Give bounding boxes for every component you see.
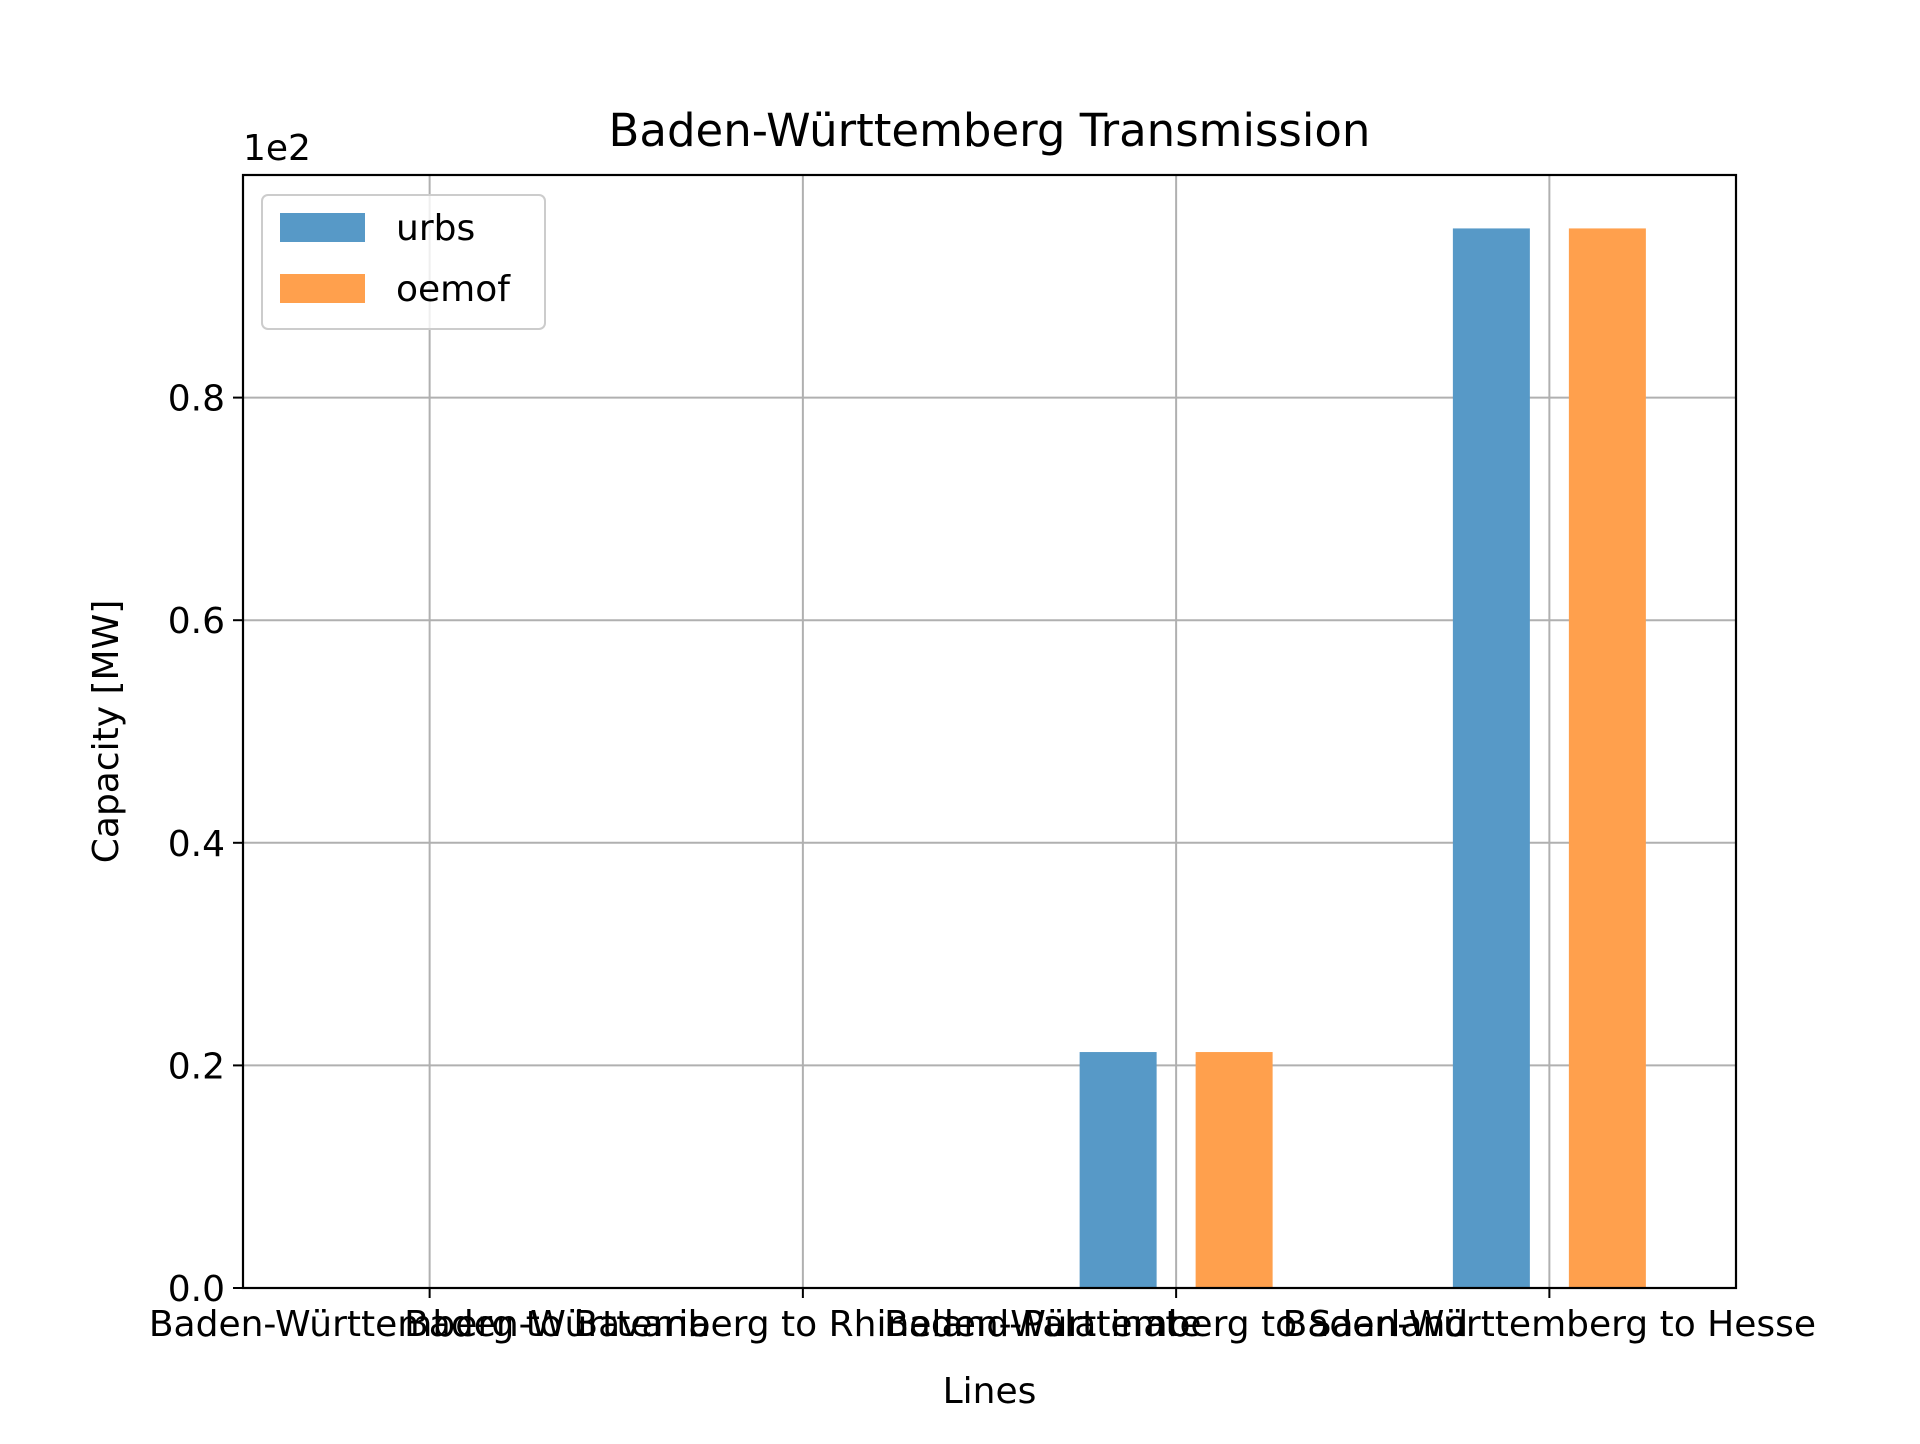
y-tick-label: 0.8 bbox=[168, 379, 225, 420]
legend-swatch-urbs bbox=[280, 213, 365, 242]
chart-title: Baden-Württemberg Transmission bbox=[609, 104, 1371, 157]
y-tick-label: 0.0 bbox=[168, 1269, 225, 1310]
y-tick-label: 0.6 bbox=[168, 601, 225, 642]
legend-label-oemof: oemof bbox=[396, 269, 511, 310]
bar-oemof-3 bbox=[1195, 1052, 1273, 1288]
axis-ticks bbox=[233, 396, 1551, 1298]
legend-swatch-oemof bbox=[280, 274, 365, 303]
bar-urbs-3 bbox=[1079, 1052, 1157, 1288]
legend: urbs oemof bbox=[261, 194, 546, 330]
y-axis-offset-text: 1e2 bbox=[243, 128, 311, 169]
bar-urbs-4 bbox=[1452, 228, 1530, 1289]
y-axis-label: Capacity [MW] bbox=[86, 600, 127, 864]
y-tick-label: 0.2 bbox=[168, 1046, 225, 1087]
y-tick-label: 0.4 bbox=[168, 824, 225, 865]
x-tick-label: Baden-Württemberg to Hesse bbox=[1283, 1304, 1816, 1345]
x-tick-label: Baden-Württemberg to Bavaria bbox=[149, 1304, 711, 1345]
bar-oemof-4 bbox=[1568, 228, 1646, 1289]
plot-frame bbox=[241, 173, 1738, 1290]
x-tick-labels: Baden-Württemberg to BavariaBaden-Württe… bbox=[149, 1304, 1816, 1345]
x-tick-label: Baden-Württemberg to Saarland bbox=[884, 1304, 1468, 1345]
x-axis-label: Lines bbox=[943, 1371, 1037, 1412]
legend-label-urbs: urbs bbox=[396, 208, 475, 249]
y-tick-labels: 0.0 0.2 0.4 0.6 0.8 bbox=[168, 379, 225, 1310]
bars bbox=[1079, 228, 1646, 1289]
x-tick-label: Baden-Württemberg to Rhineland-Palatinat… bbox=[404, 1304, 1202, 1345]
